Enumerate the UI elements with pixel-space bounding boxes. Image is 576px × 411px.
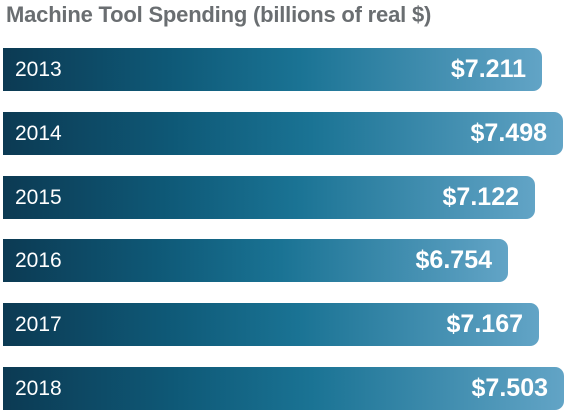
value-label: $7.122 (442, 182, 519, 211)
value-label: $7.167 (446, 310, 523, 339)
category-label: 2017 (15, 313, 62, 337)
value-label: $7.503 (471, 374, 548, 402)
value-label: $6.754 (415, 246, 492, 275)
bar-2014: 2014 $7.498 (3, 111, 563, 155)
bar-2018: 2018 $7.503 (3, 367, 564, 410)
value-label: $7.498 (470, 118, 547, 147)
category-label: 2016 (15, 249, 62, 273)
chart-title: Machine Tool Spending (billions of real … (6, 2, 432, 27)
category-label: 2014 (15, 121, 62, 145)
category-label: 2013 (15, 58, 62, 81)
category-label: 2018 (15, 377, 62, 400)
bar-2016: 2016 $6.754 (3, 239, 508, 283)
value-label: $7.211 (450, 55, 526, 83)
bar-2017: 2017 $7.167 (3, 303, 539, 347)
bar-2013: 2013 $7.211 (3, 48, 542, 91)
category-label: 2015 (15, 185, 62, 209)
bar-2015: 2015 $7.122 (3, 175, 535, 219)
